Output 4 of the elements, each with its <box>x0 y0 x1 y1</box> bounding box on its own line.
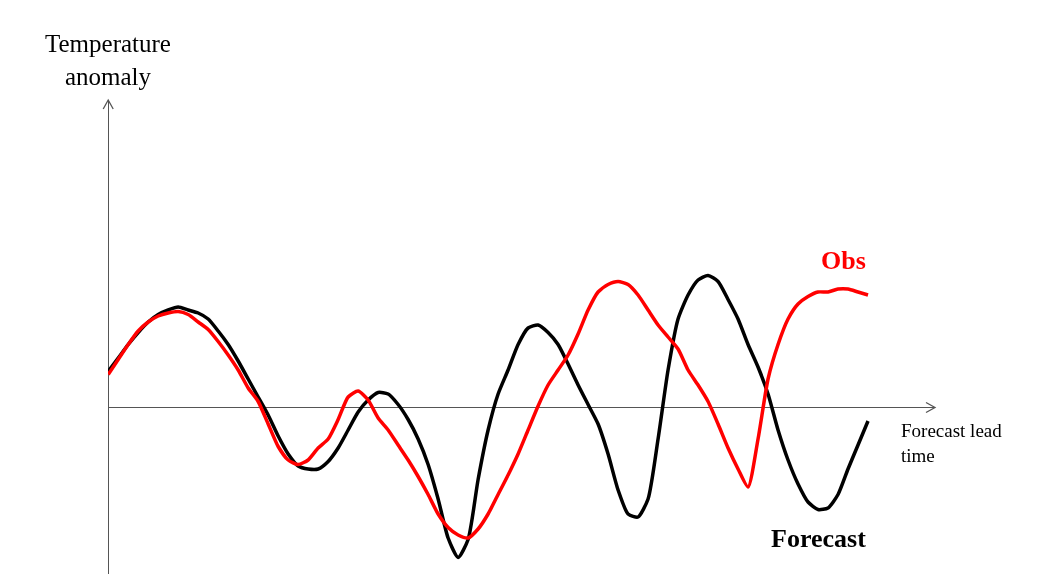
series-label: Obs <box>821 246 866 275</box>
text: Temperature anomaly <box>45 30 171 90</box>
x-axis-title: Forecast lead time <box>901 420 1003 466</box>
series-label: Forecast <box>771 524 867 553</box>
